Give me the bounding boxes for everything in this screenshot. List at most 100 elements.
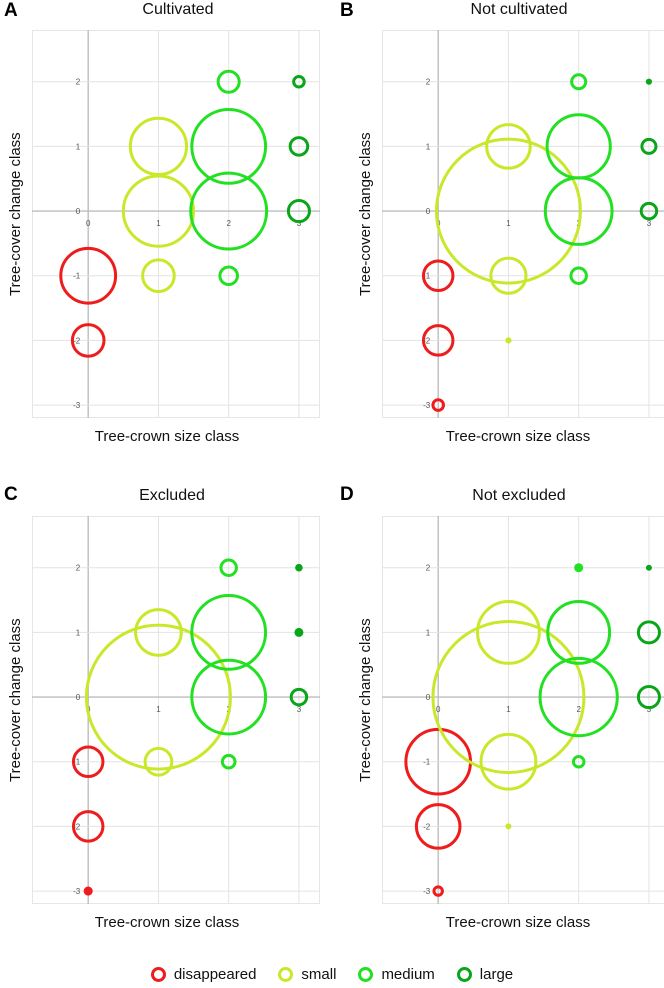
- y-tick-label-b--3: -3: [423, 401, 431, 410]
- x-tick-label-b-3: 3: [647, 219, 652, 228]
- y-tick-label-d--2: -2: [423, 822, 431, 831]
- bubble-a-medium-x2-y1: [190, 108, 268, 185]
- x-axis-label-a: Tree-crown size class: [94, 428, 240, 445]
- bubble-b-small-x1-y1: [485, 123, 532, 170]
- legend-swatch-large: [456, 967, 472, 982]
- bubble-c-large-x3-y2: [295, 563, 303, 572]
- y-tick-label-a--1: -1: [73, 272, 81, 281]
- y-tick-label-c-1: 1: [76, 628, 81, 637]
- plot-frame-d: [382, 516, 664, 904]
- bubble-d-large-x3-y2: [645, 564, 652, 571]
- y-tick-label-d-2: 2: [426, 564, 431, 573]
- bubble-c-disappeared-x0-y-3: [83, 886, 93, 896]
- bubble-d-small-x1-y0: [431, 620, 586, 775]
- bubble-b-disappeared-x0-y-1: [421, 259, 455, 292]
- x-tick-label-c-3: 3: [297, 705, 302, 714]
- bubble-a-disappeared-x0-y-2: [70, 323, 106, 358]
- legend-swatch-medium: [358, 967, 374, 982]
- bubble-b-small-x1-y-1: [489, 256, 528, 295]
- y-tick-label-b--1: -1: [423, 272, 431, 281]
- legend-item-large: large: [456, 966, 514, 983]
- bubble-a-small-x1-y-1: [141, 258, 176, 294]
- bubble-a-disappeared-x0-y-1: [59, 246, 118, 305]
- y-tick-label-c--2: -2: [73, 822, 81, 831]
- bubble-b-small-x1-y-2: [505, 337, 512, 344]
- y-tick-label-b--2: -2: [423, 336, 431, 345]
- y-tick-label-a-2: 2: [76, 78, 81, 87]
- bubble-chart-d: 0 1 2 3 -3 -2 -1 0 1 2: [382, 516, 664, 904]
- y-tick-label-d-0: 0: [426, 693, 431, 702]
- y-tick-label-c-2: 2: [76, 564, 81, 573]
- y-tick-label-d--1: -1: [423, 758, 431, 767]
- legend-label-small: small: [301, 966, 337, 983]
- legend-item-medium: medium: [358, 966, 435, 983]
- bubble-a-large-x3-y1: [288, 136, 310, 157]
- y-tick-label-a--2: -2: [73, 336, 81, 345]
- panel-title-b: Not cultivated: [470, 1, 568, 18]
- panel-letter-d: D: [340, 484, 354, 505]
- y-tick-label-b-2: 2: [426, 78, 431, 87]
- y-tick-label-a-1: 1: [76, 142, 81, 151]
- bubble-c-large-x3-y1: [294, 627, 304, 637]
- panel-letter-c: C: [4, 484, 18, 505]
- legend-item-small: small: [278, 966, 336, 983]
- bubble-b-medium-x2-y2: [570, 73, 588, 91]
- bubble-d-small-x1-y1: [476, 599, 541, 665]
- bubble-c-medium-x2-y1: [190, 594, 268, 671]
- bubble-c-large-x3-y0: [289, 687, 309, 707]
- y-axis-label-a: Tree-cover change class: [7, 132, 24, 296]
- legend-item-disappeared: disappeared: [150, 966, 257, 983]
- bubble-chart-a: 0 1 2 3 -3 -2 -1 0 1 2: [32, 30, 320, 418]
- bubble-c-medium-x2-y-1: [220, 753, 237, 770]
- bubble-d-medium-x2-y2: [574, 563, 584, 573]
- y-tick-label-c--3: -3: [73, 887, 81, 896]
- y-tick-label-b-1: 1: [426, 142, 431, 151]
- plot-frame-b: [382, 30, 664, 418]
- bubble-b-small-x1-y0: [434, 137, 582, 285]
- bubble-a-medium-x2-y-1: [218, 265, 239, 287]
- bubble-b-large-x3-y1: [640, 137, 658, 155]
- bubble-d-medium-x2-y-1: [571, 754, 586, 769]
- x-tick-label-a-3: 3: [297, 219, 302, 228]
- legend-swatch-small: [278, 967, 294, 982]
- bubble-c-medium-x2-y0: [190, 658, 268, 736]
- x-tick-label-d-1: 1: [506, 705, 511, 714]
- bubble-b-large-x3-y2: [645, 78, 653, 85]
- plot-frame-c: [32, 516, 320, 904]
- legend-label-disappeared: disappeared: [173, 966, 257, 983]
- y-axis-label-d: Tree-cover change class: [357, 618, 374, 782]
- x-tick-label-d-3: 3: [647, 705, 652, 714]
- bubble-d-disappeared-x0-y-2: [414, 803, 462, 850]
- panel-letter-a: A: [4, 0, 18, 21]
- bubble-a-large-x3-y2: [292, 74, 306, 89]
- x-tick-label-d-0: 0: [436, 705, 441, 714]
- panel-title-a: Cultivated: [142, 1, 214, 18]
- bubble-a-small-x1-y0: [121, 174, 196, 248]
- legend-label-large: large: [479, 966, 514, 983]
- bubble-d-medium-x2-y0: [538, 656, 619, 738]
- x-tick-label-b-1: 1: [506, 219, 511, 228]
- panel-letter-b: B: [340, 0, 354, 21]
- x-tick-label-a-0: 0: [86, 219, 91, 228]
- bubble-d-small-x1-y-1: [479, 732, 538, 791]
- bubble-c-medium-x2-y2: [219, 558, 238, 577]
- bubble-d-large-x3-y1: [636, 620, 661, 645]
- panel-title-d: Not excluded: [472, 487, 566, 504]
- y-axis-label-b: Tree-cover change class: [357, 132, 374, 296]
- legend-label-medium: medium: [381, 966, 435, 983]
- legend: disappeared small medium large: [0, 966, 664, 983]
- y-tick-label-d-1: 1: [426, 628, 431, 637]
- y-tick-label-c--1: -1: [73, 758, 81, 767]
- y-tick-label-a-0: 0: [76, 207, 81, 216]
- y-tick-label-b-0: 0: [426, 207, 431, 216]
- bubble-a-large-x3-y0: [286, 199, 311, 224]
- legend-swatch-disappeared: [150, 967, 166, 982]
- x-tick-label-a-2: 2: [226, 219, 231, 228]
- x-tick-label-a-1: 1: [156, 219, 161, 228]
- bubble-d-small-x1-y-2: [505, 823, 512, 830]
- bubble-c-disappeared-x0-y-2: [71, 810, 105, 843]
- bubble-d-medium-x2-y1: [546, 599, 612, 665]
- panel-title-c: Excluded: [139, 487, 205, 504]
